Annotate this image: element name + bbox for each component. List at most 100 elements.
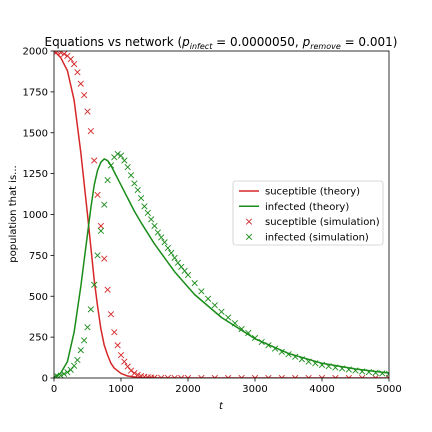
data-point-suceptible-simulation bbox=[104, 286, 111, 293]
data-point-suceptible-simulation bbox=[225, 374, 232, 378]
data-point-infected-simulation bbox=[168, 249, 175, 257]
data-point-suceptible-simulation bbox=[372, 374, 379, 378]
data-point-infected-simulation bbox=[204, 295, 212, 302]
data-point-suceptible-simulation bbox=[60, 51, 68, 58]
data-point-suceptible-simulation bbox=[332, 374, 339, 378]
data-point-infected-simulation bbox=[158, 234, 165, 241]
y-axis-label: population that is... bbox=[8, 165, 19, 262]
data-point-infected-simulation bbox=[211, 302, 218, 309]
data-point-suceptible-simulation bbox=[94, 191, 101, 198]
data-point-infected-simulation bbox=[104, 177, 111, 184]
data-point-suceptible-simulation bbox=[144, 374, 151, 378]
data-point-infected-simulation bbox=[84, 324, 91, 331]
data-point-suceptible-simulation bbox=[121, 358, 128, 365]
x-tick-label: 5000 bbox=[376, 384, 401, 395]
data-point-infected-simulation bbox=[171, 254, 178, 261]
data-point-infected-simulation bbox=[121, 157, 128, 164]
data-point-infected-simulation bbox=[74, 356, 81, 364]
p-remove-subscript: remove bbox=[310, 42, 341, 51]
data-point-infected-simulation bbox=[107, 162, 115, 169]
legend-label-infected-theory: infected (theory) bbox=[265, 202, 349, 213]
y-tick-label: 2000 bbox=[23, 47, 48, 58]
data-point-suceptible-simulation bbox=[238, 374, 245, 378]
data-point-suceptible-simulation bbox=[345, 374, 352, 378]
data-point-infected-simulation bbox=[141, 203, 148, 210]
x-tick-label: 1000 bbox=[108, 384, 133, 395]
data-point-infected-simulation bbox=[338, 365, 346, 372]
data-point-infected-simulation bbox=[114, 150, 121, 158]
data-point-suceptible-simulation bbox=[74, 69, 81, 76]
data-point-infected-simulation bbox=[245, 329, 252, 337]
data-point-suceptible-simulation bbox=[70, 60, 78, 68]
data-point-infected-simulation bbox=[191, 280, 198, 287]
data-point-infected-simulation bbox=[365, 368, 373, 376]
data-point-infected-simulation bbox=[359, 368, 366, 375]
p-infect-value: = 0.0000050, bbox=[212, 35, 302, 49]
data-point-suceptible-simulation bbox=[171, 374, 178, 378]
data-point-infected-simulation bbox=[144, 209, 151, 216]
data-point-infected-simulation bbox=[318, 361, 326, 369]
data-point-infected-simulation bbox=[101, 201, 108, 208]
data-point-infected-simulation bbox=[60, 370, 68, 378]
y-tick-label: 1000 bbox=[23, 210, 48, 221]
data-point-suceptible-simulation bbox=[265, 374, 272, 378]
y-tick-label: 750 bbox=[29, 251, 48, 262]
y-tick-label: 250 bbox=[29, 333, 48, 344]
y-tick-label: 1500 bbox=[23, 128, 48, 139]
data-point-suceptible-simulation bbox=[57, 51, 64, 56]
data-point-infected-simulation bbox=[184, 271, 192, 279]
data-point-suceptible-simulation bbox=[278, 374, 285, 378]
data-point-suceptible-simulation bbox=[251, 374, 259, 378]
data-point-infected-simulation bbox=[151, 222, 158, 230]
x-tick-label: 3000 bbox=[242, 384, 267, 395]
data-point-infected-simulation bbox=[352, 367, 359, 374]
p-infect-symbol: p bbox=[181, 35, 190, 49]
data-point-infected-simulation bbox=[91, 281, 98, 288]
data-point-infected-simulation bbox=[164, 244, 172, 252]
y-tick-label: 1250 bbox=[23, 169, 48, 180]
data-point-infected-simulation bbox=[127, 172, 135, 179]
data-point-infected-simulation bbox=[97, 227, 105, 234]
axes: 0 1000 2000 3000 4000 5000 0 250 500 750 1000 1250 1… bbox=[23, 47, 402, 396]
data-point-infected-simulation bbox=[64, 369, 71, 376]
y-tick-label: 1750 bbox=[23, 87, 48, 98]
data-point-suceptible-simulation bbox=[141, 373, 148, 378]
data-point-infected-simulation bbox=[271, 345, 279, 352]
chart-title-main: Equations vs network ( bbox=[45, 35, 183, 49]
data-point-infected-simulation bbox=[57, 372, 64, 378]
data-point-infected-simulation bbox=[285, 351, 292, 358]
data-point-infected-simulation bbox=[178, 263, 185, 270]
data-point-infected-simulation bbox=[332, 364, 339, 371]
data-point-infected-simulation bbox=[225, 314, 232, 321]
series-markers-infected-simulation bbox=[54, 150, 389, 378]
data-point-suceptible-simulation bbox=[318, 374, 326, 378]
data-point-infected-simulation bbox=[70, 362, 78, 369]
data-point-infected-simulation bbox=[278, 348, 285, 355]
data-point-suceptible-simulation bbox=[134, 371, 141, 378]
data-point-suceptible-simulation bbox=[97, 222, 105, 230]
data-point-infected-simulation bbox=[154, 229, 161, 236]
legend-label-infected-simulation: infected (simulation) bbox=[265, 232, 369, 243]
data-point-infected-simulation bbox=[161, 239, 168, 246]
data-point-infected-simulation bbox=[67, 366, 74, 373]
legend-handle-infected-simulation bbox=[245, 233, 253, 241]
x-tick-label: 4000 bbox=[309, 384, 334, 395]
data-point-suceptible-simulation bbox=[111, 329, 118, 336]
data-point-suceptible-simulation bbox=[117, 351, 125, 359]
data-point-suceptible-simulation bbox=[67, 56, 74, 63]
data-point-infected-simulation bbox=[385, 370, 389, 378]
data-point-suceptible-simulation bbox=[91, 157, 98, 164]
series-markers-suceptible-simulation bbox=[54, 51, 389, 378]
data-point-infected-simulation bbox=[181, 267, 188, 275]
data-point-infected-simulation bbox=[292, 353, 299, 360]
legend-label-suceptible-simulation: suceptible (simulation) bbox=[265, 217, 380, 228]
data-point-suceptible-simulation bbox=[211, 374, 218, 378]
data-point-suceptible-simulation bbox=[81, 92, 88, 99]
data-point-infected-simulation bbox=[131, 180, 138, 187]
data-point-suceptible-simulation bbox=[198, 374, 205, 378]
data-point-suceptible-simulation bbox=[292, 374, 299, 378]
data-point-suceptible-simulation bbox=[359, 374, 366, 378]
data-point-infected-simulation bbox=[218, 308, 225, 315]
data-point-suceptible-simulation bbox=[131, 369, 138, 377]
